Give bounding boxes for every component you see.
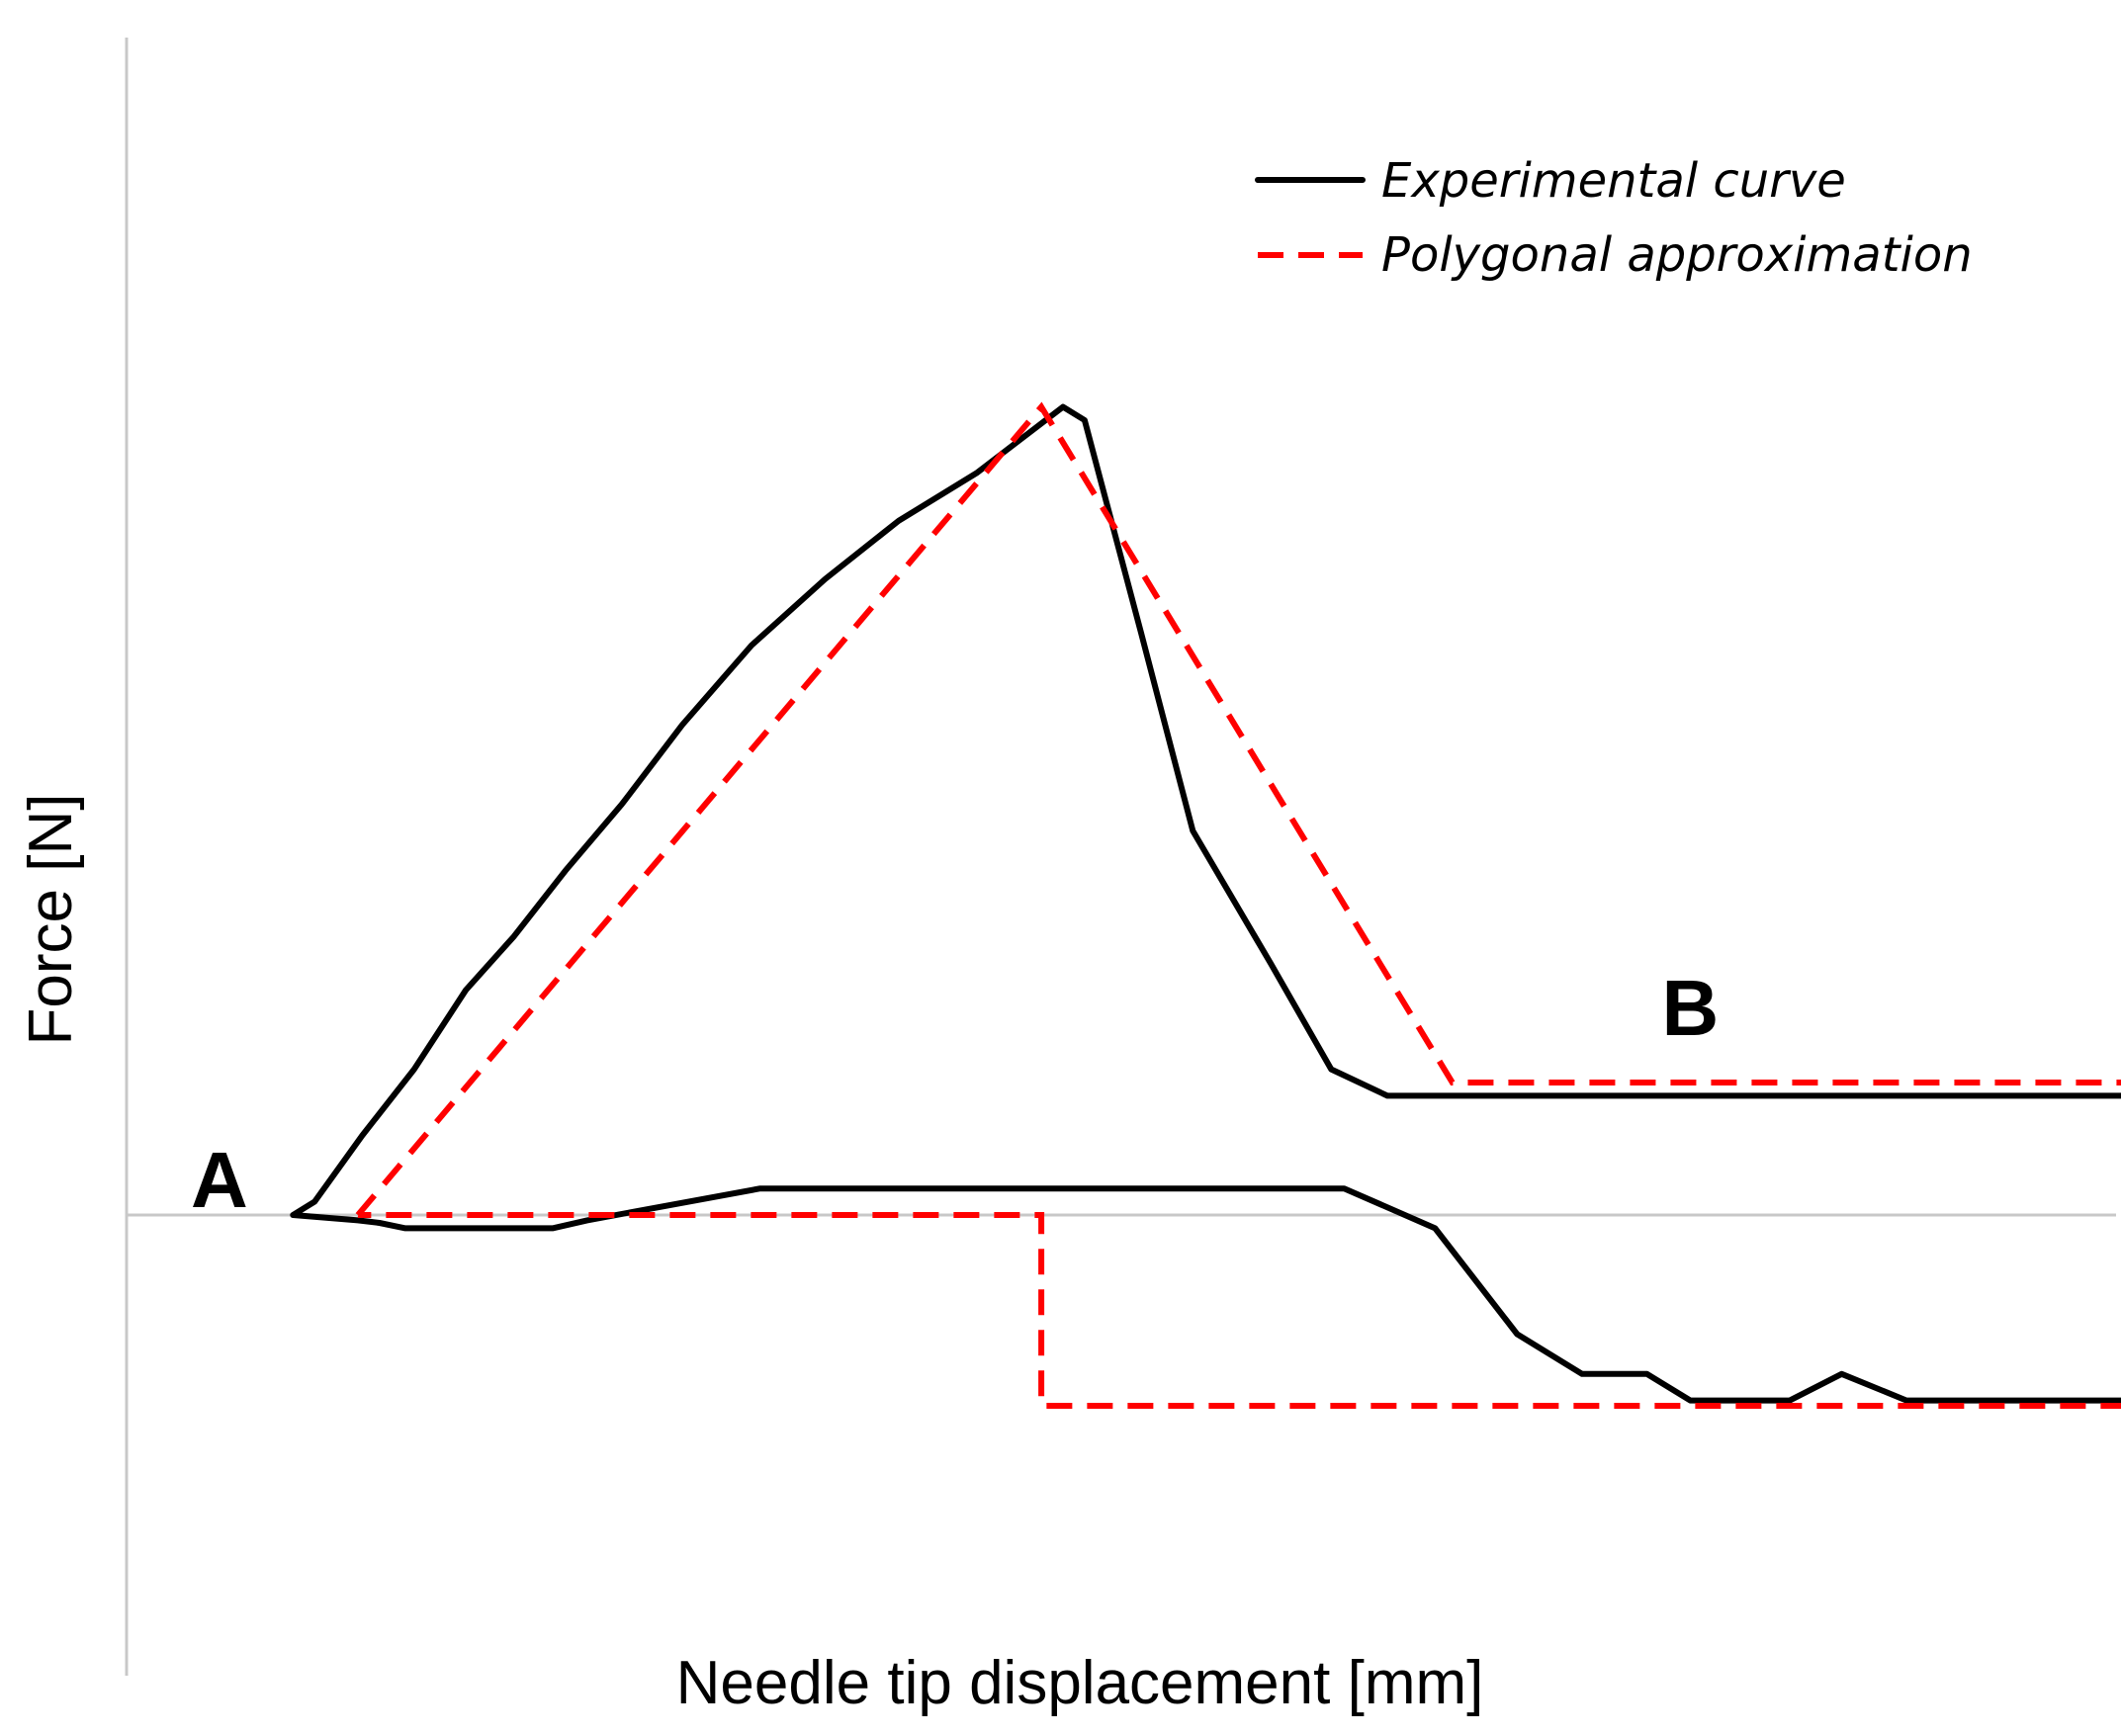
x-axis-title: Needle tip displacement [mm] [676, 1649, 1484, 1717]
point-label-a: A [191, 1136, 248, 1224]
legend-label-polygonal: Polygonal approximation [1381, 227, 1973, 283]
series-layer [290, 401, 2121, 1409]
legend: Experimental curve Polygonal approximati… [1255, 153, 1973, 283]
series-polygonal-approximation [355, 401, 2121, 1409]
point-label-layer: ABC [191, 964, 1719, 1224]
y-axis-title: Force [N] [17, 794, 85, 1046]
legend-label-experimental: Experimental curve [1381, 153, 1846, 209]
series-experimental-curve [290, 403, 2121, 1404]
point-label-b: B [1661, 964, 1719, 1052]
